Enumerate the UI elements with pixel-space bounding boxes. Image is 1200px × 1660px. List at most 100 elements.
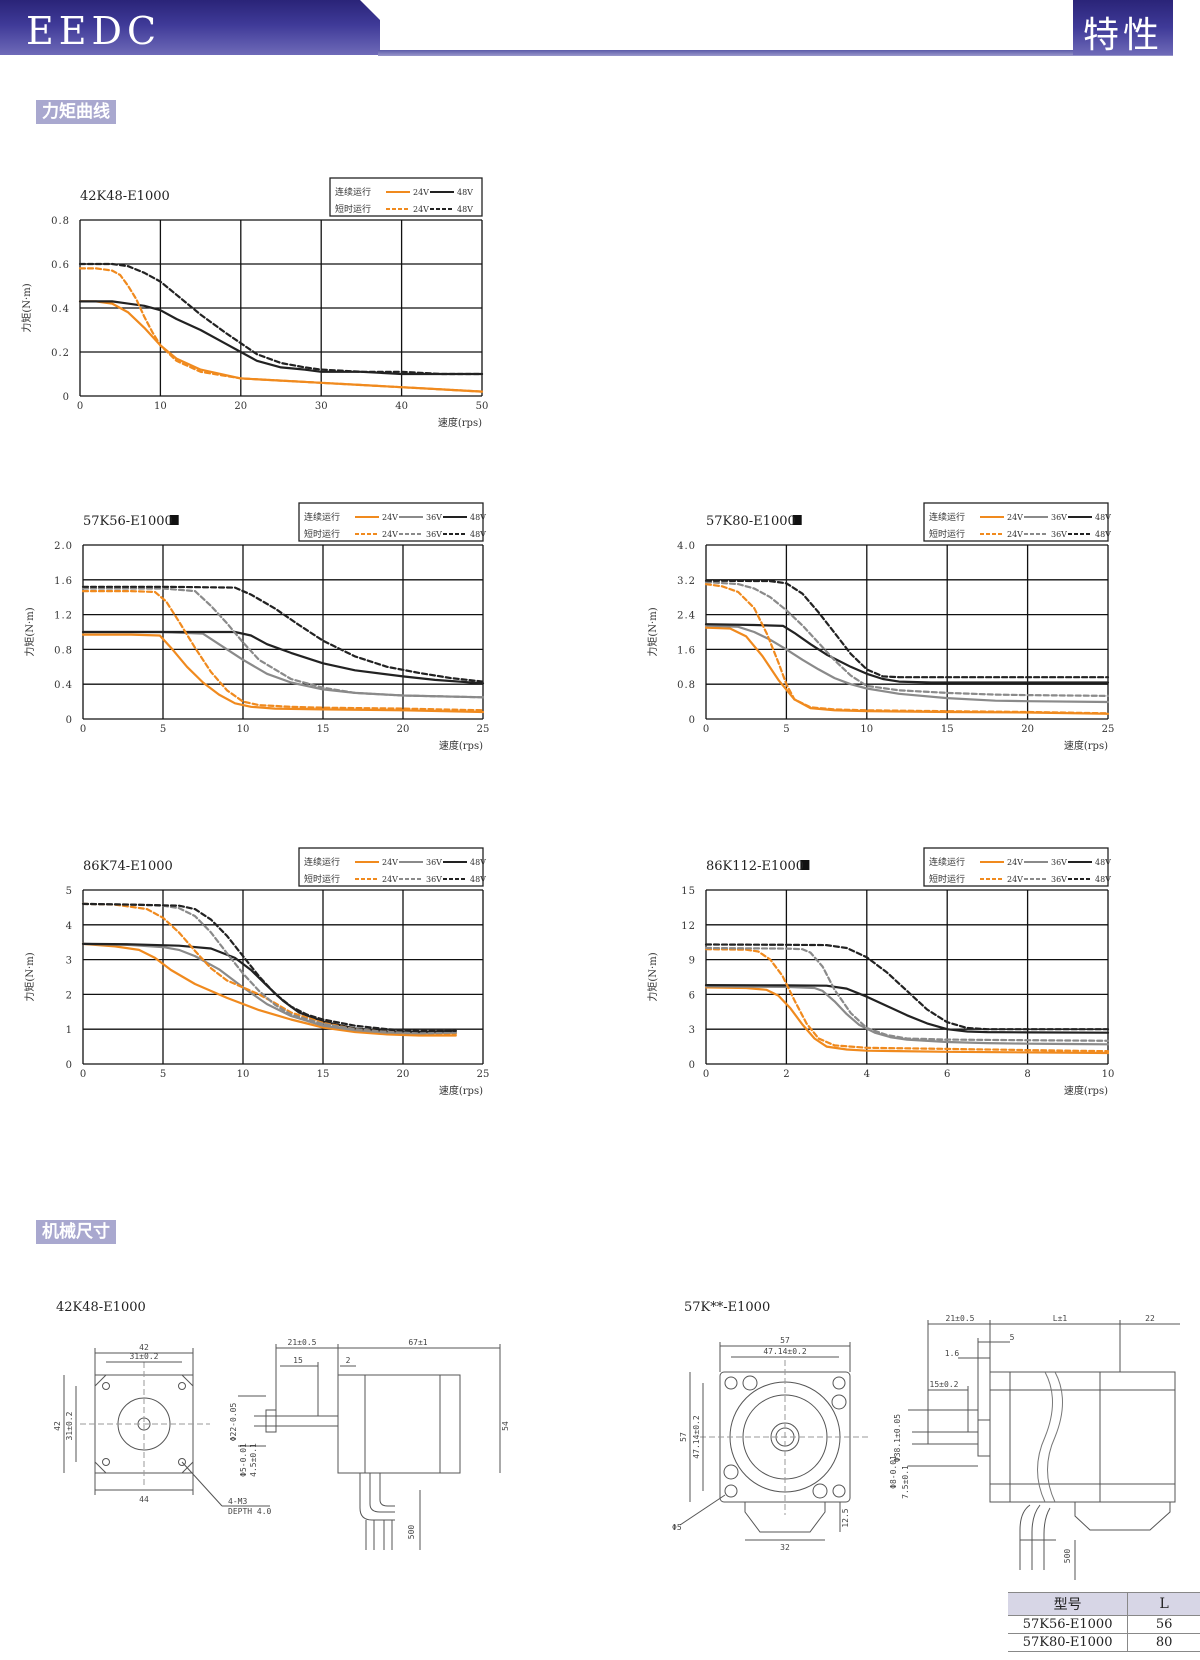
dim-57-hole: Φ5 (672, 1523, 682, 1532)
table-row: 57K56-E1000 56 (1008, 1615, 1200, 1634)
dim-42-pilot: Φ22-0.05 (229, 1403, 238, 1442)
legend-voltage-label: 24V (1007, 513, 1023, 522)
table-header-length: L (1127, 1592, 1200, 1616)
brand-name: EEDC (26, 9, 162, 53)
series-line (704, 623, 1110, 684)
legend-voltage-label: 48V (1095, 858, 1111, 867)
x-tick-label: 20 (397, 724, 410, 735)
legend-voltage-label: 48V (470, 858, 486, 867)
torque-charts-svg: 0 10 20 30 40 5000.20.40.60.842K48-E1000速度(rp… (20, 177, 1114, 1097)
legend-voltage-label: 24V (382, 875, 398, 884)
legend-voltage-label: 48V (470, 875, 486, 884)
legend-row-label: 连续运行 (929, 511, 965, 523)
chart-5 (704, 847, 1110, 1065)
legend-row-label: 短时运行 (929, 873, 965, 885)
dim-57-boss: 12.5 (841, 1508, 850, 1527)
x-axis-label: 速度(rps) (438, 416, 482, 429)
model-length-table: 型号 L 57K56-E1000 56 57K80-E1000 80 (1008, 1592, 1200, 1652)
dim-42-depth: DEPTH 4.0 (228, 1507, 272, 1516)
x-tick-label: 10 (154, 401, 167, 412)
legend-voltage-label: 36V (426, 530, 442, 539)
y-tick-label: 2.4 (677, 611, 696, 622)
y-tick-label: 1.6 (677, 645, 696, 656)
y-axis-label: 力矩(N·m) (646, 607, 659, 656)
brand-banner: EEDC (0, 0, 380, 55)
y-tick-label: 1.6 (54, 576, 73, 587)
legend-voltage-label: 36V (1051, 513, 1067, 522)
dim-42-cable: 500 (407, 1525, 416, 1540)
chart-title: 57K56-E1000 (83, 514, 173, 529)
series-line (704, 579, 1110, 679)
legend-voltage-label: 48V (457, 205, 473, 214)
section-title-dimensions: 机械尺寸 (36, 1220, 116, 1244)
dim-42-screw: 4-M3 (228, 1497, 247, 1506)
x-tick-label: 5 (160, 724, 166, 735)
x-axis-label: 速度(rps) (439, 739, 483, 752)
legend-voltage-label: 36V (1051, 875, 1067, 884)
x-tick-label: 10 (237, 724, 250, 735)
front-view-42k48 (63, 1348, 270, 1507)
series-line (81, 633, 485, 714)
series-line (704, 983, 1110, 1034)
x-tick-label: 15 (317, 1069, 330, 1080)
series-line (78, 267, 484, 393)
y-tick-label: 0.4 (54, 680, 73, 691)
page-title: 特性 (1083, 15, 1164, 56)
section-title-torque: 力矩曲线 (36, 100, 116, 124)
dim-57-bottom: 32 (780, 1543, 790, 1552)
x-tick-label: 5 (783, 724, 789, 735)
x-tick-label: 10 (860, 724, 873, 735)
x-tick-label: 20 (397, 1069, 410, 1080)
torque-charts: 0 10 20 30 40 50 0 0.2 0.4 0.6 0.8 42K48-E1000 速度(rp… (20, 177, 1114, 1097)
y-tick-label: 3 (66, 956, 73, 967)
table-cell-model: 57K80-E1000 (1008, 1633, 1129, 1652)
x-tick-label: 4 (864, 1069, 870, 1080)
y-axis-label: 力矩(N·m) (646, 952, 659, 1001)
x-tick-label: 0 (703, 1069, 709, 1080)
legend-row-label: 连续运行 (304, 511, 340, 523)
dim-42-hole-pitch-v: 31±0.2 (65, 1411, 74, 1440)
dim-42-shaft: 15 (293, 1356, 303, 1365)
y-tick-label: 4.0 (677, 541, 696, 552)
legend-voltage-label: 24V (382, 530, 398, 539)
y-tick-label: 12 (681, 921, 696, 932)
chart-2 (81, 502, 485, 720)
table-cell-model: 57K56-E1000 (1008, 1615, 1129, 1634)
dim-57-pilot: Φ38.1±0.05 (893, 1414, 902, 1462)
y-tick-label: 0 (66, 1060, 73, 1071)
y-tick-label: 2 (66, 990, 73, 1001)
legend-voltage-label: 24V (382, 513, 398, 522)
dim-57-front-height: 57 (679, 1432, 688, 1442)
series-line (81, 587, 485, 699)
legend-voltage-label: 48V (1095, 875, 1111, 884)
title-marker (800, 860, 810, 870)
header-rule (378, 50, 1173, 56)
dim-42-front-height: 42 (53, 1421, 62, 1431)
legend-row-label: 连续运行 (304, 856, 340, 868)
legend-voltage-label: 24V (1007, 858, 1023, 867)
series-line (78, 300, 484, 393)
legend-voltage-label: 48V (1095, 530, 1111, 539)
legend-voltage-label: 48V (1095, 513, 1111, 522)
series-line (704, 985, 1110, 1046)
dim-57-step: 5 (1010, 1333, 1015, 1342)
x-tick-label: 20 (1021, 724, 1034, 735)
dim-42-bottom: 44 (139, 1495, 149, 1504)
dim-57-rear: 22 (1145, 1314, 1155, 1323)
x-axis-label: 速度(rps) (1064, 739, 1108, 752)
legend-voltage-label: 36V (426, 875, 442, 884)
dim-42-front-width: 42 (139, 1343, 149, 1352)
table-header-row: 型号 L (1008, 1592, 1200, 1616)
side-view-57k (908, 1320, 1180, 1580)
dim-42-height: 54 (501, 1421, 510, 1431)
y-tick-label: 2.0 (54, 541, 73, 552)
table-cell-length: 56 (1127, 1615, 1200, 1634)
dim-57-lip: 1.6 (945, 1349, 960, 1358)
y-axis-label: 力矩(N·m) (20, 283, 33, 332)
dim-57-front-width: 57 (780, 1336, 790, 1345)
y-tick-label: 0.2 (51, 348, 70, 359)
y-tick-label: 0.6 (51, 260, 70, 271)
chart-title: 42K48-E1000 (80, 189, 170, 204)
dim-42-flat: 4.5±0.1 (249, 1443, 258, 1477)
dim-title-42k48: 42K48-E1000 (56, 1300, 146, 1315)
